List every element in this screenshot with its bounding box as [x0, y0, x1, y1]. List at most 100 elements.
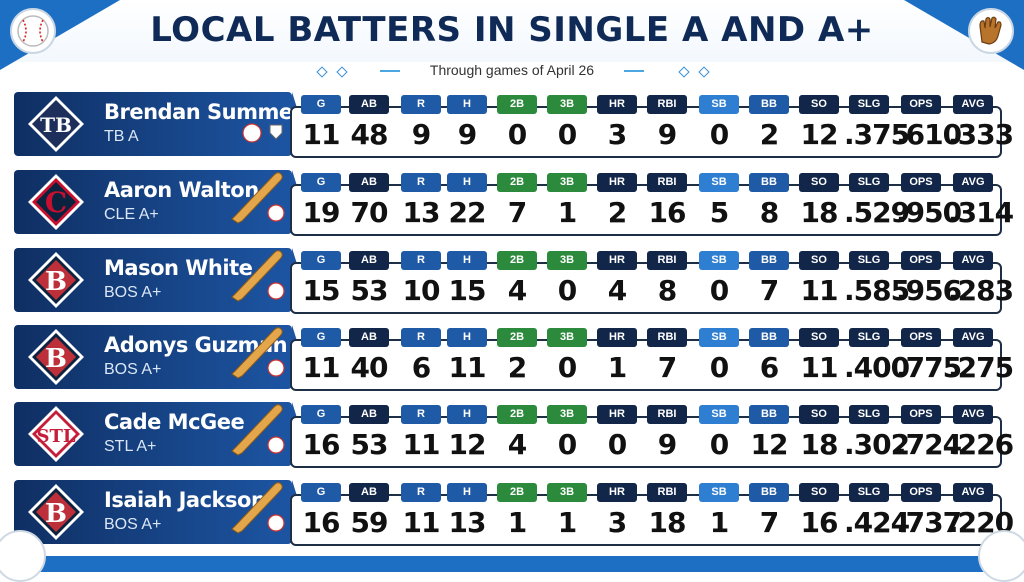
- stat-value: 0: [557, 428, 577, 461]
- stat-label: H: [447, 328, 487, 347]
- stat-value: 0: [709, 351, 729, 384]
- player-row: B Adonys Guzman BOS A+ G 11 AB 40 R 6 H 11 2B 2 3B 0 HR…: [14, 325, 1014, 391]
- stat-label: AB: [349, 483, 389, 502]
- stat-cell: 3B 1: [542, 172, 592, 229]
- stat-value: 11: [402, 428, 441, 461]
- player-card: TB Brendan Summerhill TB A: [14, 92, 338, 156]
- stat-cell: H 13: [442, 482, 492, 539]
- stat-value: 4: [507, 274, 527, 307]
- stat-cell: SO 18: [794, 172, 844, 229]
- stat-cell: AB 59: [344, 482, 394, 539]
- stat-label: AB: [349, 405, 389, 424]
- stat-value: 53: [350, 274, 389, 307]
- stat-label: G: [301, 95, 341, 114]
- player-name: Cade McGee: [104, 410, 245, 434]
- stat-label: R: [401, 95, 441, 114]
- stat-value: 7: [759, 506, 779, 539]
- stat-value: .283: [948, 274, 1014, 307]
- stat-label: H: [447, 95, 487, 114]
- stat-label: R: [401, 251, 441, 270]
- stat-label: AVG: [953, 328, 993, 347]
- stat-value: .226: [948, 428, 1014, 461]
- player-card: C Aaron Walton CLE A+: [14, 170, 302, 234]
- stat-cell: SO 18: [794, 404, 844, 461]
- baseball-icon: [978, 530, 1024, 582]
- stat-cell: SO 12: [794, 94, 844, 151]
- stat-label: SLG: [849, 405, 889, 424]
- stat-label: SO: [799, 251, 839, 270]
- stat-label: OPS: [901, 251, 941, 270]
- stat-cell: AB 48: [344, 94, 394, 151]
- stat-value: 11: [302, 351, 341, 384]
- stat-label: 3B: [547, 95, 587, 114]
- stat-cell: HR 4: [592, 250, 642, 307]
- player-team: CLE A+: [104, 206, 159, 223]
- stat-cell: AB 70: [344, 172, 394, 229]
- stat-cell: AB 53: [344, 404, 394, 461]
- subtitle-rule-left: [380, 70, 400, 72]
- stat-cell: HR 2: [592, 172, 642, 229]
- stat-label: SLG: [849, 95, 889, 114]
- cardinals-stl-logo-icon: STL: [26, 404, 86, 464]
- stat-label: SLG: [849, 173, 889, 192]
- stat-cell: H 12: [442, 404, 492, 461]
- stat-value: 0: [557, 351, 577, 384]
- stat-label: BB: [749, 405, 789, 424]
- stat-cell: AB 40: [344, 327, 394, 384]
- page-title: LOCAL BATTERS IN SINGLE A AND A+: [150, 10, 874, 50]
- stat-cell: BB 7: [744, 482, 794, 539]
- stat-label: SLG: [849, 483, 889, 502]
- stat-label: AVG: [953, 483, 993, 502]
- stat-value: 2: [507, 351, 527, 384]
- red-sox-b-logo-icon: B: [26, 482, 86, 542]
- player-row: B Mason White BOS A+ G 15 AB 53 R 10 H 15 2B 4 3B 0 HR 4…: [14, 248, 1014, 314]
- stat-label: SO: [799, 95, 839, 114]
- baseball-and-base-icon: [240, 119, 286, 152]
- stat-value: 16: [302, 428, 341, 461]
- stat-value: 16: [800, 506, 839, 539]
- red-sox-b-logo-icon: B: [26, 327, 86, 387]
- player-card: B Isaiah Jackson BOS A+: [14, 480, 302, 544]
- stat-cell: AB 53: [344, 250, 394, 307]
- stat-cell: 3B 1: [542, 482, 592, 539]
- stat-value: .424: [844, 506, 910, 539]
- baseball-bat-icon: [226, 397, 286, 462]
- stat-label: 3B: [547, 328, 587, 347]
- stat-label: RBI: [647, 251, 687, 270]
- stat-label: BB: [749, 328, 789, 347]
- stat-value: 22: [448, 196, 487, 229]
- stat-label: 3B: [547, 173, 587, 192]
- stat-cell: SB 5: [694, 172, 744, 229]
- stat-label: SLG: [849, 251, 889, 270]
- stat-label: OPS: [901, 95, 941, 114]
- stat-value: 0: [709, 118, 729, 151]
- stat-label: G: [301, 405, 341, 424]
- stat-cell: 3B 0: [542, 250, 592, 307]
- player-row: B Isaiah Jackson BOS A+ G 16 AB 59 R 11 H 13 2B 1 3B 1…: [14, 480, 1014, 546]
- stat-cell: H 15: [442, 250, 492, 307]
- stat-label: 3B: [547, 483, 587, 502]
- stat-value: 11: [302, 118, 341, 151]
- stats-box: G 11 AB 40 R 6 H 11 2B 2 3B 0 HR 1 RBI 7 SB 0 BB 6 SO 11 SLG .4…: [290, 328, 1014, 391]
- svg-text:B: B: [45, 267, 67, 297]
- page-subtitle: Through games of April 26: [429, 62, 595, 78]
- stat-cell: G 11: [296, 94, 346, 151]
- stat-label: 2B: [497, 95, 537, 114]
- stat-label: AB: [349, 328, 389, 347]
- stat-value: 11: [402, 506, 441, 539]
- stat-cell: BB 7: [744, 250, 794, 307]
- svg-text:B: B: [45, 344, 67, 374]
- stat-value: 0: [709, 428, 729, 461]
- stat-value: 11: [800, 274, 839, 307]
- stat-value: 40: [350, 351, 389, 384]
- stat-value: 0: [607, 428, 627, 461]
- stat-label: G: [301, 328, 341, 347]
- stat-label: AVG: [953, 405, 993, 424]
- stat-label: SB: [699, 405, 739, 424]
- stat-value: .302: [844, 428, 910, 461]
- stat-value: 16: [648, 196, 687, 229]
- stat-label: AVG: [953, 173, 993, 192]
- stat-value: .375: [844, 118, 910, 151]
